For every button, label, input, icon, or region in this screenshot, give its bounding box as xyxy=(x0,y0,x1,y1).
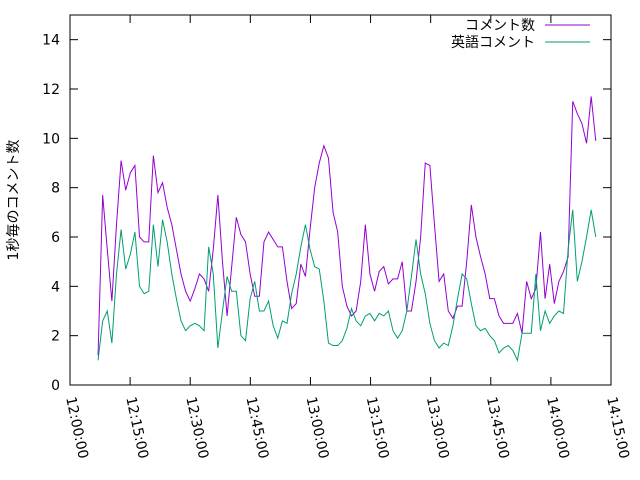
y-tick-label: 4 xyxy=(51,279,60,295)
x-tick-label: 13:15:00 xyxy=(363,395,392,460)
x-tick-label: 12:45:00 xyxy=(243,395,272,460)
x-tick-label: 12:00:00 xyxy=(62,395,91,460)
series-line xyxy=(97,96,597,356)
x-tick-label: 14:15:00 xyxy=(603,395,632,460)
y-tick-label: 12 xyxy=(42,82,60,98)
y-tick-label: 0 xyxy=(51,378,60,394)
x-tick-label: 13:45:00 xyxy=(483,395,512,460)
y-tick-label: 14 xyxy=(42,33,60,49)
x-tick-label: 13:00:00 xyxy=(303,395,332,460)
plot-frame xyxy=(69,14,612,386)
x-tick-label: 12:15:00 xyxy=(122,395,151,460)
y-tick-label: 10 xyxy=(42,131,60,147)
y-axis-label: 1秒毎のコメント数 xyxy=(6,140,22,261)
series-line xyxy=(97,209,597,362)
legend-label: 英語コメント xyxy=(451,34,535,51)
y-tick-label: 2 xyxy=(51,329,60,345)
y-tick-label: 6 xyxy=(51,230,60,246)
x-tick-label: 13:30:00 xyxy=(423,395,452,460)
x-tick-label: 14:00:00 xyxy=(543,395,572,460)
y-tick-label: 8 xyxy=(51,181,60,197)
x-tick-label: 12:30:00 xyxy=(182,395,211,460)
legend-label: コメント数 xyxy=(465,18,535,34)
